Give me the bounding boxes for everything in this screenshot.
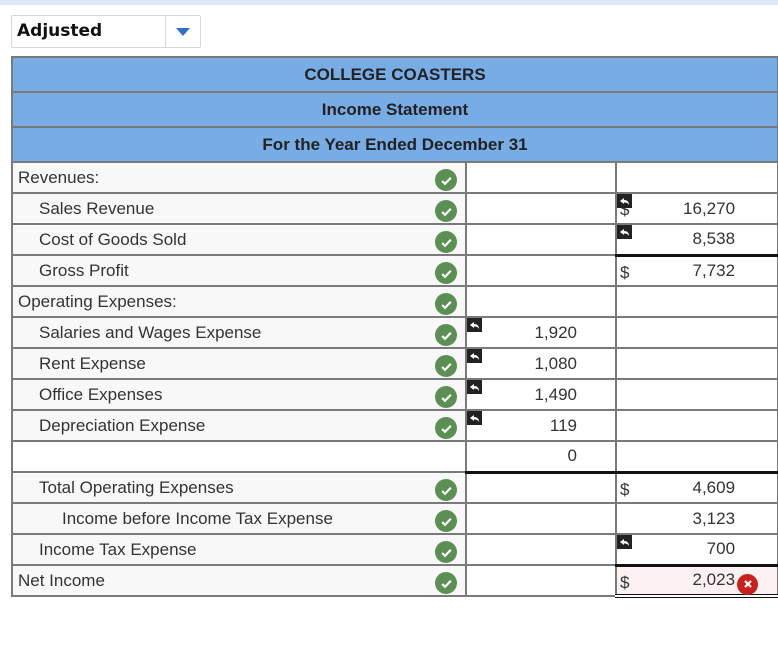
row-label-cell[interactable] <box>11 440 467 473</box>
total-input[interactable] <box>614 378 778 411</box>
top-bar <box>0 0 778 5</box>
total-input[interactable] <box>614 440 778 473</box>
row-label-cell[interactable]: Total Operating Expenses <box>11 471 467 504</box>
table-row: Sales Revenue $16,270 <box>11 192 778 225</box>
undo-icon[interactable] <box>617 194 632 208</box>
row-label-cell[interactable]: Depreciation Expense <box>11 409 467 442</box>
total-input[interactable]: $7,732 <box>614 253 778 287</box>
chevron-down-icon <box>176 27 190 36</box>
check-icon <box>435 324 457 346</box>
amount-input[interactable] <box>465 254 617 287</box>
row-label-cell[interactable]: Revenues: <box>11 161 467 194</box>
table-row: Gross Profit $7,732 <box>11 253 778 287</box>
total-input[interactable] <box>614 285 778 318</box>
amount-input[interactable] <box>465 161 617 194</box>
dollar-sign: $ <box>620 572 630 592</box>
table-row: Rent Expense 1,080 <box>11 347 778 380</box>
amount-input[interactable] <box>465 470 617 504</box>
error-x-icon <box>737 573 759 595</box>
amount-input[interactable] <box>465 285 617 318</box>
table-row: Income before Income Tax Expense 3,123 <box>11 502 778 535</box>
check-icon <box>435 200 457 222</box>
amount-input[interactable] <box>465 502 617 535</box>
table-row: Total Operating Expenses $4,609 <box>11 470 778 504</box>
table-row: Office Expenses 1,490 <box>11 378 778 411</box>
check-icon <box>435 479 457 501</box>
total-input[interactable] <box>614 161 778 194</box>
company-name: COLLEGE COASTERS <box>10 56 778 93</box>
check-icon <box>435 169 457 191</box>
undo-icon[interactable] <box>467 318 482 332</box>
check-icon <box>435 386 457 408</box>
statement-title: Income Statement <box>10 91 778 128</box>
undo-icon[interactable] <box>617 225 632 239</box>
row-label-cell[interactable]: Gross Profit <box>11 254 467 287</box>
row-label-cell[interactable]: Income Tax Expense <box>11 533 467 566</box>
amount-input[interactable] <box>465 223 617 256</box>
undo-icon[interactable] <box>467 380 482 394</box>
check-icon <box>435 572 457 594</box>
undo-icon[interactable] <box>467 411 482 425</box>
row-label-cell[interactable]: Salaries and Wages Expense <box>11 316 467 349</box>
total-input[interactable]: 3,123 <box>614 502 778 535</box>
dropdown-arrow-button[interactable] <box>166 16 200 47</box>
amount-input[interactable]: 1,080 <box>465 347 617 380</box>
row-label-cell[interactable]: Office Expenses <box>11 378 467 411</box>
check-icon <box>435 510 457 532</box>
table-row: 0 <box>11 440 778 473</box>
total-input[interactable]: 700 <box>614 533 778 566</box>
total-input[interactable]: 8,538 <box>614 223 778 256</box>
check-icon <box>435 355 457 377</box>
table-row: Net Income $2,023 <box>11 563 778 598</box>
total-input[interactable]: $2,023 <box>614 563 778 598</box>
amount-input[interactable]: 0 <box>465 440 617 473</box>
check-icon <box>435 293 457 315</box>
dollar-sign: $ <box>620 200 630 219</box>
dropdown-value: Adjusted <box>12 16 166 47</box>
amount-input[interactable]: 1,490 <box>465 378 617 411</box>
amount-input[interactable]: 1,920 <box>465 316 617 349</box>
amount-input[interactable] <box>465 564 617 597</box>
table-row: Operating Expenses: <box>11 285 778 318</box>
total-input[interactable] <box>614 409 778 442</box>
amount-input[interactable]: 119 <box>465 409 617 442</box>
row-label-cell[interactable]: Rent Expense <box>11 347 467 380</box>
table-row: Income Tax Expense 700 <box>11 533 778 566</box>
total-input[interactable]: $4,609 <box>614 470 778 504</box>
statement-type-dropdown[interactable]: Adjusted <box>11 15 201 48</box>
statement-period: For the Year Ended December 31 <box>10 126 778 163</box>
row-label-cell[interactable]: Sales Revenue <box>11 192 467 225</box>
table-row: Depreciation Expense 119 <box>11 409 778 442</box>
income-statement-table: COLLEGE COASTERS Income Statement For th… <box>10 56 778 598</box>
check-icon <box>435 541 457 563</box>
row-label-cell[interactable]: Operating Expenses: <box>11 285 467 318</box>
dollar-sign: $ <box>620 262 630 282</box>
amount-input[interactable] <box>465 533 617 566</box>
undo-icon[interactable] <box>617 535 632 549</box>
total-input[interactable]: $16,270 <box>614 192 778 225</box>
total-input[interactable] <box>614 347 778 380</box>
check-icon <box>435 417 457 439</box>
table-row: Salaries and Wages Expense 1,920 <box>11 316 778 349</box>
undo-icon[interactable] <box>467 349 482 363</box>
table-row: Revenues: <box>11 161 778 194</box>
table-row: Cost of Goods Sold 8,538 <box>11 223 778 256</box>
row-label-cell[interactable]: Cost of Goods Sold <box>11 223 467 256</box>
amount-input[interactable] <box>465 192 617 225</box>
dollar-sign: $ <box>620 479 630 499</box>
row-label-cell[interactable]: Income before Income Tax Expense <box>11 502 467 535</box>
check-icon <box>435 262 457 284</box>
row-label-cell[interactable]: Net Income <box>11 564 467 597</box>
total-input[interactable] <box>614 316 778 349</box>
check-icon <box>435 231 457 253</box>
